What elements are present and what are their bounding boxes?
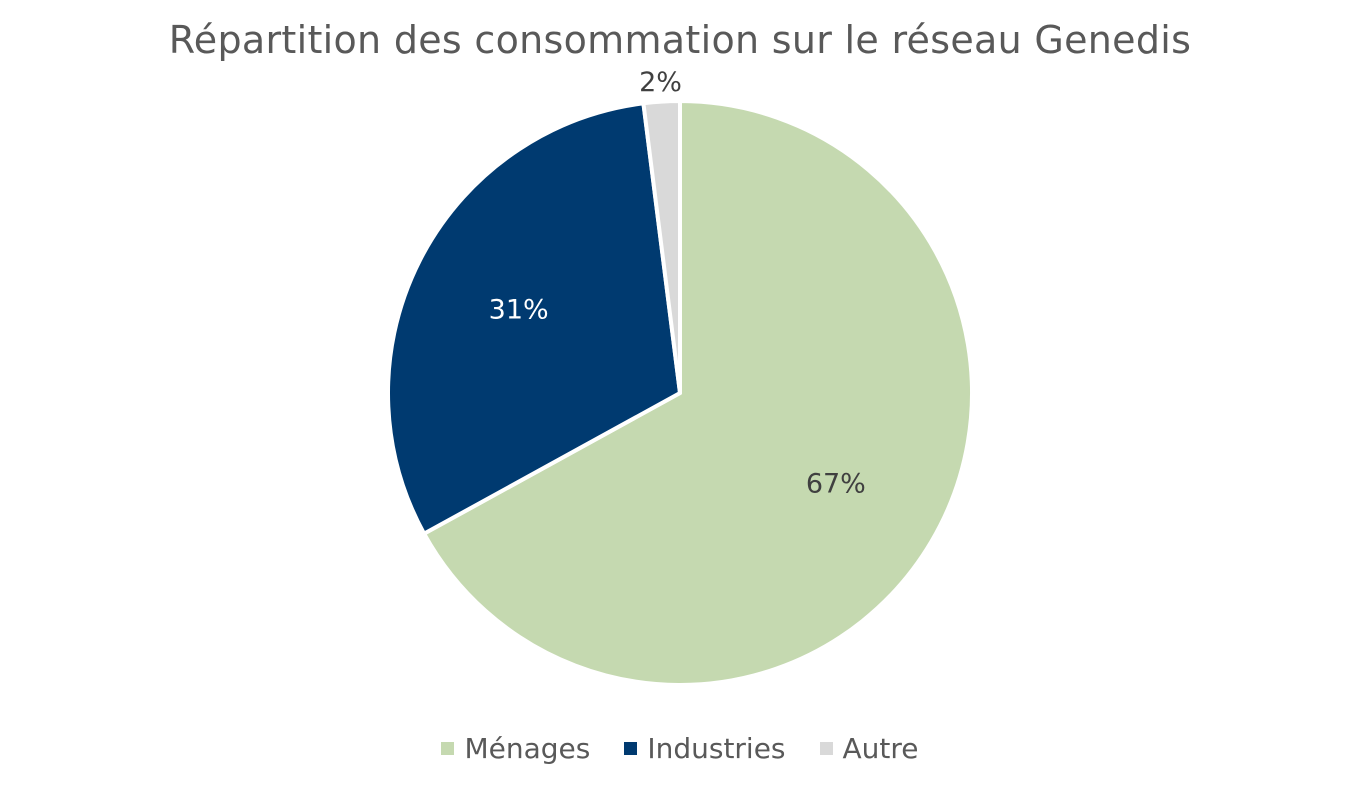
- pie-slice-1: [422, 99, 974, 687]
- legend-swatch-menages: [441, 742, 455, 755]
- pie-slice-2: [386, 101, 682, 536]
- legend-item-autre: Autre: [819, 732, 919, 765]
- pie-data-labels: 67% 31% 2%: [489, 67, 866, 500]
- legend-swatch-industries: [624, 742, 638, 755]
- legend-label-industries: Industries: [647, 732, 786, 765]
- legend-item-industries: Industries: [624, 732, 786, 765]
- legend-label-autre: Autre: [842, 732, 919, 765]
- data-label-3: 2%: [639, 67, 682, 98]
- chart-title: Répartition des consommation sur le rése…: [168, 18, 1192, 62]
- pie-slices: [386, 99, 974, 687]
- legend-label-menages: Ménages: [464, 732, 591, 765]
- data-label-2: 31%: [489, 294, 549, 325]
- data-label-1: 67%: [806, 469, 866, 500]
- legend-item-menages: Ménages: [441, 732, 590, 765]
- legend: Ménages Industries Autre: [0, 732, 1360, 765]
- pie-slice-3: [641, 99, 682, 395]
- legend-swatch-autre: [819, 742, 833, 755]
